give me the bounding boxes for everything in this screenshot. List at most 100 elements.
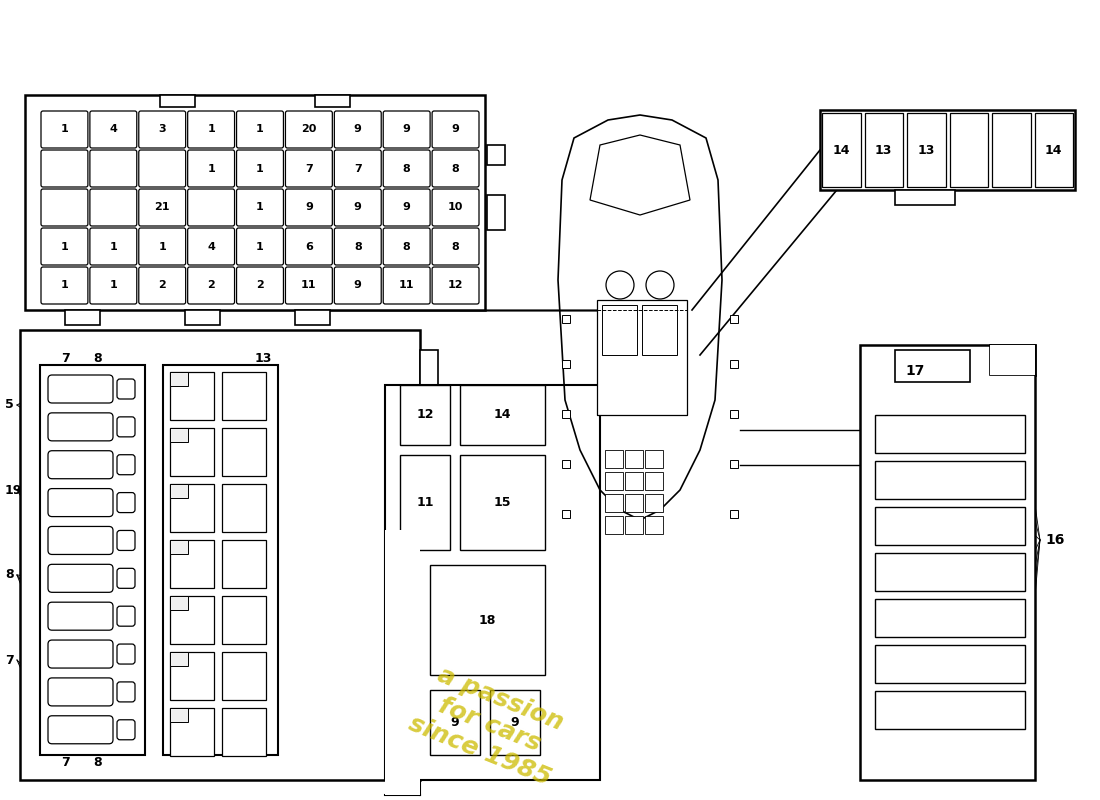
- Text: 10: 10: [448, 202, 463, 213]
- Bar: [222, 540, 266, 588]
- Text: 12: 12: [448, 281, 463, 290]
- Text: 12: 12: [416, 409, 433, 422]
- FancyBboxPatch shape: [236, 150, 284, 187]
- Text: 1: 1: [158, 242, 166, 251]
- FancyBboxPatch shape: [139, 189, 186, 226]
- FancyBboxPatch shape: [188, 267, 234, 304]
- FancyBboxPatch shape: [48, 602, 113, 630]
- Bar: [865, 113, 903, 187]
- Text: 1: 1: [256, 125, 264, 134]
- Bar: [625, 516, 644, 534]
- Bar: [730, 510, 738, 518]
- Text: 18: 18: [478, 614, 496, 626]
- Text: 9: 9: [305, 202, 312, 213]
- Bar: [487, 145, 505, 165]
- FancyBboxPatch shape: [383, 150, 430, 187]
- Text: 1: 1: [207, 125, 215, 134]
- Bar: [460, 455, 544, 550]
- FancyBboxPatch shape: [48, 678, 113, 706]
- Text: 13: 13: [917, 143, 935, 157]
- FancyBboxPatch shape: [48, 375, 113, 403]
- Bar: [822, 113, 860, 187]
- FancyBboxPatch shape: [48, 564, 113, 592]
- Text: 8: 8: [94, 757, 102, 770]
- Bar: [642, 305, 676, 355]
- FancyBboxPatch shape: [236, 111, 284, 148]
- Bar: [170, 372, 214, 420]
- Bar: [625, 472, 644, 490]
- FancyBboxPatch shape: [432, 150, 478, 187]
- Bar: [605, 494, 623, 512]
- Text: 7: 7: [6, 654, 13, 666]
- Bar: [385, 530, 420, 795]
- FancyBboxPatch shape: [90, 228, 136, 265]
- FancyBboxPatch shape: [48, 413, 113, 441]
- Text: 9: 9: [403, 125, 410, 134]
- Bar: [170, 484, 214, 532]
- Text: 21: 21: [154, 202, 170, 213]
- Text: 20: 20: [301, 125, 317, 134]
- Bar: [460, 385, 544, 445]
- Bar: [430, 565, 544, 675]
- Text: 11: 11: [301, 281, 317, 290]
- Text: 8: 8: [94, 351, 102, 365]
- Bar: [170, 428, 188, 442]
- Text: 9: 9: [354, 125, 362, 134]
- FancyBboxPatch shape: [383, 111, 430, 148]
- FancyBboxPatch shape: [117, 606, 135, 626]
- FancyBboxPatch shape: [117, 379, 135, 399]
- Text: a passion
for cars
since 1985: a passion for cars since 1985: [405, 660, 575, 790]
- Text: 1: 1: [256, 163, 264, 174]
- Bar: [222, 484, 266, 532]
- Text: 7: 7: [354, 163, 362, 174]
- FancyBboxPatch shape: [334, 267, 382, 304]
- Bar: [949, 113, 988, 187]
- FancyBboxPatch shape: [334, 189, 382, 226]
- Text: 9: 9: [403, 202, 410, 213]
- Bar: [295, 310, 330, 325]
- Bar: [170, 596, 214, 644]
- Text: 14: 14: [494, 409, 512, 422]
- Text: 6: 6: [305, 242, 312, 251]
- FancyBboxPatch shape: [41, 228, 88, 265]
- FancyBboxPatch shape: [117, 417, 135, 437]
- FancyBboxPatch shape: [285, 228, 332, 265]
- FancyBboxPatch shape: [383, 189, 430, 226]
- Bar: [222, 428, 266, 476]
- FancyBboxPatch shape: [334, 228, 382, 265]
- FancyBboxPatch shape: [48, 489, 113, 517]
- FancyBboxPatch shape: [236, 189, 284, 226]
- Text: 8: 8: [403, 242, 410, 251]
- Bar: [645, 472, 663, 490]
- Text: 4: 4: [207, 242, 215, 251]
- FancyBboxPatch shape: [117, 682, 135, 702]
- Text: 2: 2: [158, 281, 166, 290]
- Bar: [420, 350, 438, 385]
- Bar: [605, 516, 623, 534]
- Bar: [170, 428, 214, 476]
- FancyBboxPatch shape: [117, 454, 135, 474]
- Bar: [222, 596, 266, 644]
- Bar: [625, 494, 644, 512]
- Bar: [25, 95, 485, 310]
- Bar: [990, 345, 1035, 375]
- Bar: [385, 385, 600, 780]
- FancyBboxPatch shape: [236, 267, 284, 304]
- Bar: [170, 540, 188, 554]
- FancyBboxPatch shape: [188, 189, 234, 226]
- FancyBboxPatch shape: [285, 111, 332, 148]
- FancyBboxPatch shape: [432, 228, 478, 265]
- Bar: [170, 372, 188, 386]
- Bar: [562, 460, 570, 468]
- Bar: [874, 507, 1025, 545]
- Bar: [163, 365, 278, 755]
- Bar: [1034, 113, 1072, 187]
- Text: 19: 19: [6, 483, 22, 497]
- FancyBboxPatch shape: [41, 111, 88, 148]
- Bar: [562, 510, 570, 518]
- Bar: [170, 652, 188, 666]
- Bar: [185, 310, 220, 325]
- Bar: [895, 190, 955, 205]
- Bar: [315, 95, 350, 107]
- Bar: [730, 360, 738, 368]
